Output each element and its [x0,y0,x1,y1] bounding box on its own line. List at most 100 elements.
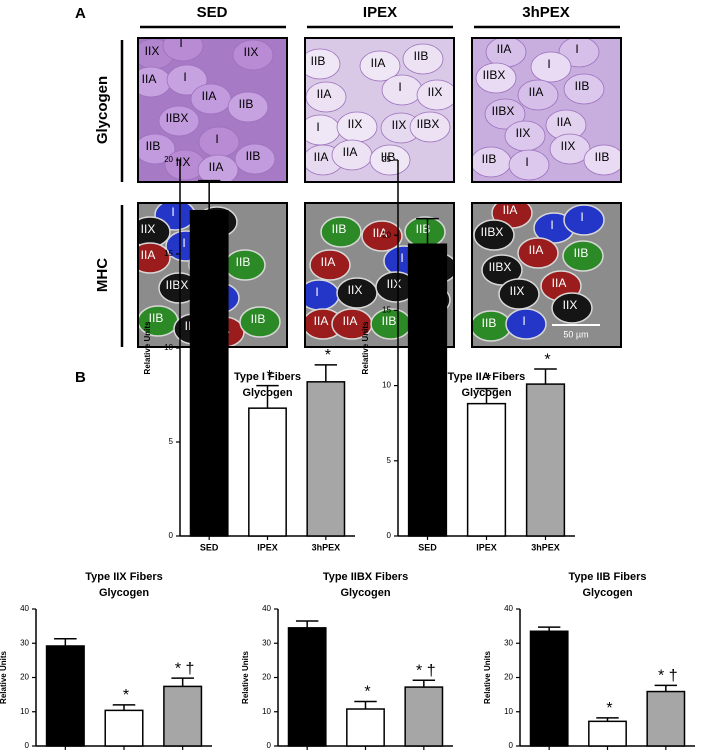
significance-label: * [606,700,612,717]
fiber-label: IIX [516,126,531,140]
x-tick-label: 3hPEX [410,752,439,754]
fiber-label: IIX [145,44,160,58]
fiber-label: IIX [176,155,191,169]
fiber-label: IIA [497,42,512,56]
fiber [409,111,451,143]
significance-label: * [544,351,550,368]
fiber-label: IIB [595,150,610,164]
fiber-label: IIBX [166,278,189,292]
fiber-label: I [398,80,401,94]
fiber-label: I [183,70,186,84]
x-tick-label: SED [418,542,437,552]
y-tick-label: 20 [262,673,271,682]
panel-label: B [75,369,86,386]
fiber-label: IIB [236,255,251,269]
significance-label: * [325,347,331,364]
significance-label: * [485,371,491,388]
chart-title: Type IIA Fibers [448,371,526,383]
fiber [234,143,276,175]
fiber-label: IIB [414,49,429,63]
micrograph: IIX I IIX IIA I IIA IIB IIBX IIB I IIX IIA IIB [138,36,287,182]
y-tick-label: 40 [504,604,513,613]
bar [525,383,566,537]
y-tick-label: 20 [20,673,29,682]
fiber [239,306,281,338]
fiber-label: IIA [314,314,329,328]
fiber [402,43,444,75]
bar [104,709,144,747]
fiber-label: IIA [209,160,224,174]
fiber-label: I [179,36,182,50]
fiber [498,278,540,310]
bar [529,630,569,747]
fiber [583,144,621,176]
x-tick-label: 3hPEX [531,542,560,552]
y-tick-label: 5 [387,456,392,465]
fiber [162,38,204,62]
fiber [381,74,423,106]
bar [248,407,287,537]
fiber-label: IIB [239,97,254,111]
chart-title: Glycogen [340,587,390,599]
y-tick-label: 20 [164,155,173,164]
significance-label: * [123,687,129,704]
x-tick-label: IPEX [355,752,376,754]
image-frame [304,202,455,348]
micrograph: IIA I I IIBX IIA IIB IIBX IIA IIX IIX IIB I [472,203,621,347]
fiber [166,64,208,96]
fiber [320,216,362,248]
x-tick-label: SED [540,752,559,754]
x-tick-label: IPEX [257,542,278,552]
y-tick-label: 0 [509,741,514,750]
y-tick-label: 25 [382,155,391,164]
chart-title: Type IIBX Fibers [323,571,408,583]
fiber-label: IIB [146,139,161,153]
fiber [563,73,605,105]
fiber [227,91,269,123]
fiber-label: IIB [149,311,164,325]
panel-label: A [75,5,86,22]
y-tick-label: 0 [169,531,174,540]
fiber [484,98,526,130]
x-tick-label: IPEX [114,752,135,754]
image-frame [137,37,288,183]
bar [189,210,229,537]
fiber [416,79,454,111]
fiber-label: IIA [371,56,386,70]
bar [646,690,686,747]
fiber-label: IIX [387,277,402,291]
fiber [530,51,572,83]
y-tick-label: 10 [504,707,513,716]
fiber-label: IIBX [489,260,512,274]
fiber [517,79,559,111]
significance-label: * † [416,662,436,679]
bar [287,627,327,747]
x-tick-label: SED [200,542,219,552]
significance-label: * [266,368,272,385]
row-label: MHC [94,258,111,292]
y-tick-label: 0 [25,741,30,750]
fiber-label: IIA [552,276,567,290]
column-header: 3hPEX [522,4,570,21]
significance-label: * † [175,660,195,677]
fiber-label: IIBX [481,225,504,239]
image-frame [304,37,455,183]
y-tick-label: 30 [20,638,29,647]
fiber-label: IIB [251,312,266,326]
fiber-label: IIA [142,72,157,86]
y-axis-label: Relative Units [241,650,250,703]
y-tick-label: 10 [164,343,173,352]
fiber-label: IIB [416,222,431,236]
fiber-label: I [522,314,525,328]
fiber-label: IIB [382,314,397,328]
chart-title: Type IIX Fibers [85,571,162,583]
chart-title: Type IIB Fibers [568,571,646,583]
y-tick-label: 20 [504,673,513,682]
fiber-label: IIA [343,314,358,328]
row-label: Glycogen [94,76,111,144]
fiber [361,220,403,252]
x-tick-label: IPEX [476,542,497,552]
fiber-label: I [550,218,553,232]
